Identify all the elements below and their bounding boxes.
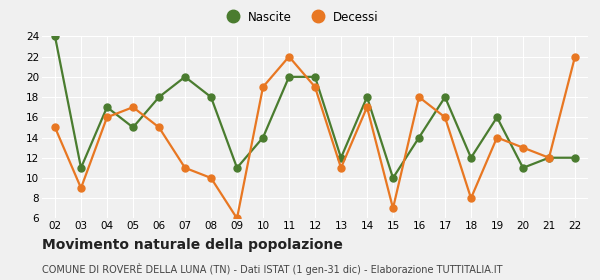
Decessi [208, 176, 215, 180]
Decessi [389, 207, 397, 210]
Decessi [233, 217, 241, 220]
Decessi [415, 95, 422, 99]
Nascite [311, 75, 319, 78]
Decessi [442, 116, 449, 119]
Legend: Nascite, Decessi: Nascite, Decessi [216, 6, 384, 28]
Decessi [286, 55, 293, 58]
Nascite [337, 156, 344, 159]
Decessi [130, 106, 137, 109]
Decessi [364, 106, 371, 109]
Decessi [311, 85, 319, 89]
Decessi [103, 116, 110, 119]
Decessi [545, 156, 553, 159]
Decessi [52, 126, 59, 129]
Nascite [233, 166, 241, 169]
Decessi [520, 146, 527, 149]
Nascite [52, 35, 59, 38]
Decessi [155, 126, 163, 129]
Nascite [389, 176, 397, 180]
Nascite [571, 156, 578, 159]
Line: Nascite: Nascite [52, 33, 578, 181]
Text: COMUNE DI ROVERÈ DELLA LUNA (TN) - Dati ISTAT (1 gen-31 dic) - Elaborazione TUTT: COMUNE DI ROVERÈ DELLA LUNA (TN) - Dati … [42, 263, 503, 275]
Decessi [181, 166, 188, 169]
Line: Decessi: Decessi [52, 53, 578, 222]
Nascite [415, 136, 422, 139]
Nascite [286, 75, 293, 78]
Text: Movimento naturale della popolazione: Movimento naturale della popolazione [42, 238, 343, 252]
Decessi [571, 55, 578, 58]
Nascite [103, 106, 110, 109]
Nascite [259, 136, 266, 139]
Nascite [364, 95, 371, 99]
Nascite [130, 126, 137, 129]
Decessi [467, 197, 475, 200]
Decessi [337, 166, 344, 169]
Nascite [545, 156, 553, 159]
Decessi [259, 85, 266, 89]
Nascite [77, 166, 85, 169]
Nascite [442, 95, 449, 99]
Decessi [77, 186, 85, 190]
Nascite [208, 95, 215, 99]
Nascite [493, 116, 500, 119]
Decessi [493, 136, 500, 139]
Nascite [181, 75, 188, 78]
Nascite [155, 95, 163, 99]
Nascite [467, 156, 475, 159]
Nascite [520, 166, 527, 169]
